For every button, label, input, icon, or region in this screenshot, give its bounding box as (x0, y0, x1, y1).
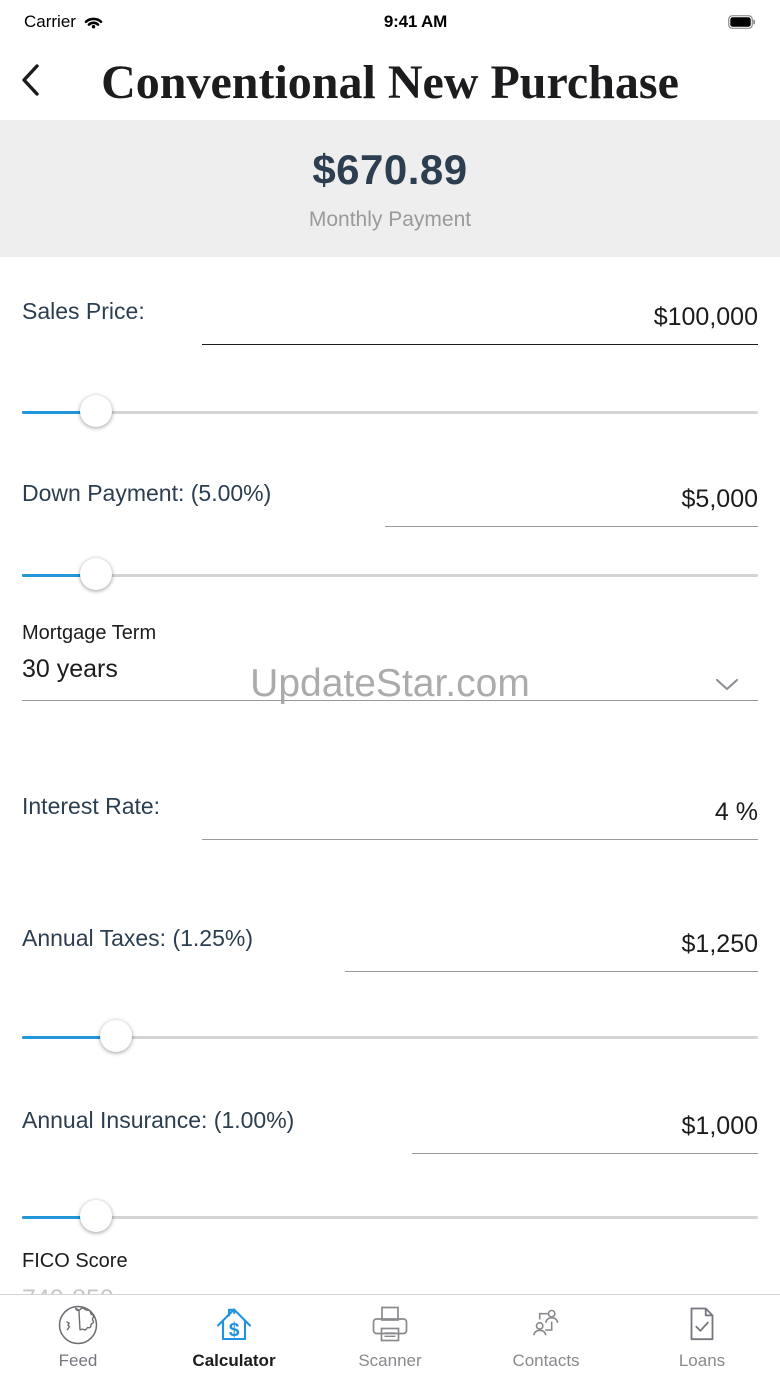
svg-text:$: $ (229, 1320, 240, 1341)
